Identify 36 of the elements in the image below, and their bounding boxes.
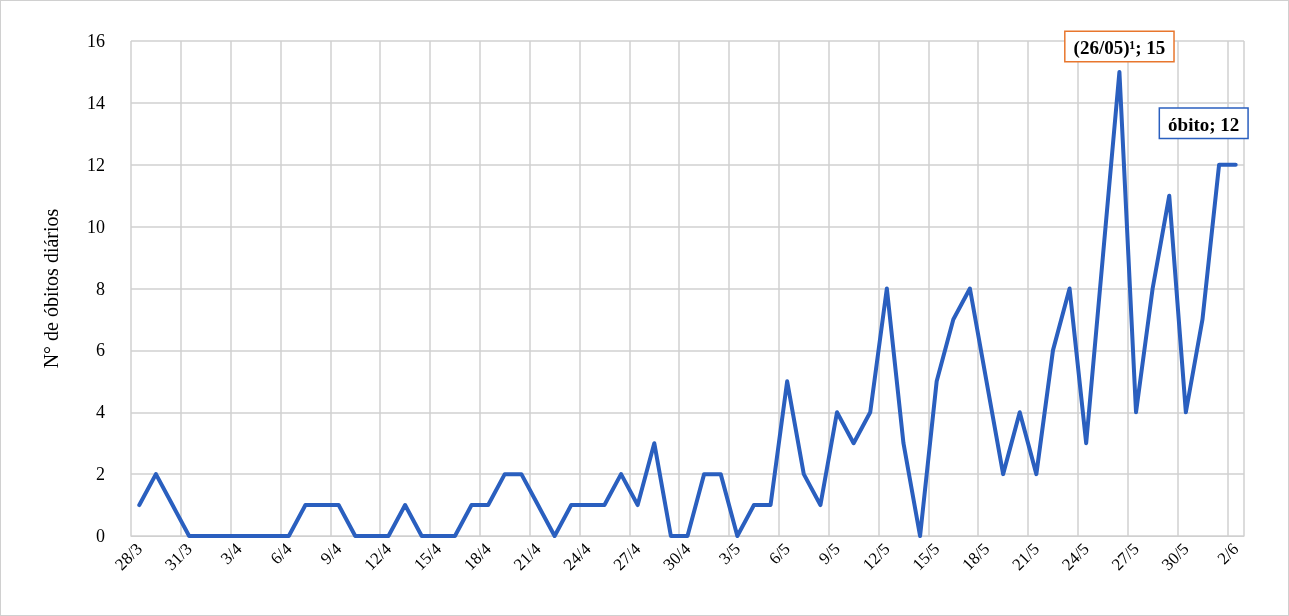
x-tick-label: 24/4 <box>559 538 595 575</box>
x-tick-label: 3/4 <box>216 538 247 569</box>
x-tick-label: 24/5 <box>1058 539 1093 575</box>
y-axis-title: N° de óbitos diários <box>40 208 62 369</box>
x-tick-label: 15/4 <box>410 538 446 575</box>
x-tick-label: 9/5 <box>814 539 844 569</box>
x-tick-label: 18/5 <box>958 539 994 575</box>
annotation: óbito; 12 <box>1168 113 1240 135</box>
x-tick-label: 18/4 <box>460 538 496 575</box>
y-tick-label: 6 <box>96 340 105 361</box>
x-tick-label: 31/3 <box>161 539 196 575</box>
x-tick-label: 6/5 <box>765 539 794 569</box>
y-tick-label: 12 <box>87 154 105 175</box>
y-tick-label: 4 <box>96 402 105 423</box>
x-tick-label: 27/5 <box>1107 539 1143 575</box>
x-tick-label: 30/5 <box>1157 539 1193 575</box>
y-tick-label: 8 <box>96 278 105 299</box>
x-tick-label: 2/6 <box>1213 539 1243 569</box>
x-tick-label: 30/4 <box>659 538 695 575</box>
x-tick-label: 21/5 <box>1008 539 1044 575</box>
x-tick-label: 3/5 <box>715 539 745 569</box>
y-tick-label: 0 <box>96 526 105 546</box>
y-tick-label: 14 <box>87 92 105 113</box>
y-tick-label: 2 <box>96 464 105 485</box>
x-tick-label: 15/5 <box>908 539 944 575</box>
x-tick-label: 6/4 <box>266 538 296 569</box>
y-tick-label: 16 <box>87 31 105 51</box>
y-tick-label: 10 <box>87 216 105 237</box>
annotation: (26/05)¹; 15 <box>1073 36 1166 59</box>
x-tick-label: 12/4 <box>360 538 396 575</box>
x-tick-label: 9/4 <box>316 538 346 569</box>
x-tick-label: 28/3 <box>111 539 147 575</box>
x-tick-label: 21/4 <box>509 538 546 575</box>
x-tick-label: 12/5 <box>858 539 894 575</box>
line-series <box>137 69 1238 538</box>
x-tick-label: 27/4 <box>609 538 645 575</box>
